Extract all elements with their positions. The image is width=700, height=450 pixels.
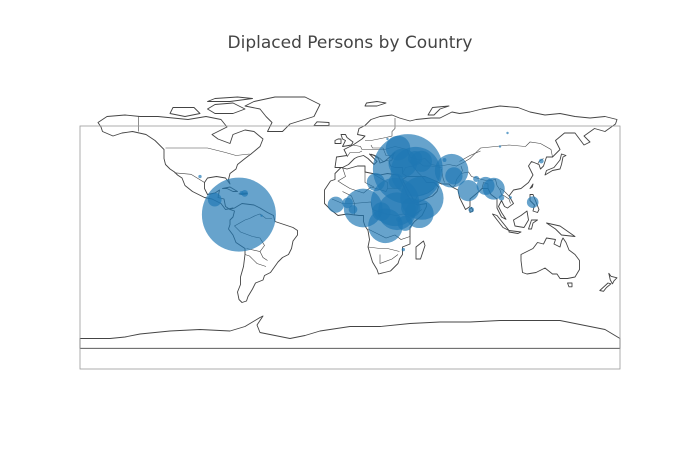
landmass-japan — [544, 153, 567, 176]
displacement-bubble[interactable] — [468, 206, 474, 213]
landmass-new-zealand-south — [599, 282, 612, 292]
displacement-bubble[interactable] — [457, 179, 479, 202]
displacement-bubble[interactable] — [401, 198, 421, 218]
displacement-bubble[interactable] — [538, 158, 544, 164]
landmass-tasmania — [567, 282, 573, 288]
displacement-bubble[interactable] — [445, 167, 463, 185]
displacement-bubble[interactable] — [407, 150, 423, 166]
displacement-bubble[interactable] — [201, 177, 276, 252]
country-border-line — [379, 254, 399, 264]
landmass-ireland — [334, 138, 342, 144]
country-border-line — [259, 251, 268, 261]
displacement-bubble[interactable] — [498, 195, 505, 201]
landmass-canadian-arctic-2 — [207, 102, 246, 114]
bubble-layer — [198, 131, 544, 252]
landmass-taiwan — [529, 183, 534, 189]
landmass-north-america — [97, 114, 264, 210]
displacement-bubble[interactable] — [498, 145, 502, 148]
displacement-bubble[interactable] — [509, 196, 512, 199]
landmass-canadian-arctic-3 — [207, 96, 253, 102]
displacement-bubble[interactable] — [327, 196, 344, 213]
country-border-line — [165, 147, 250, 156]
landmass-new-zealand-north — [608, 272, 618, 285]
landmass-borneo — [513, 210, 529, 228]
map-frame — [79, 125, 621, 370]
landmass-java — [508, 230, 522, 234]
country-border-line — [365, 118, 396, 141]
displacement-bubble[interactable] — [397, 215, 413, 231]
landmass-novaya-zemlya — [427, 105, 450, 116]
country-border-line — [367, 246, 400, 252]
displacement-bubble[interactable] — [348, 205, 358, 214]
displacement-bubble[interactable] — [473, 175, 480, 182]
map-title: Diplaced Persons by Country — [227, 33, 473, 53]
displacement-bubble[interactable] — [207, 192, 222, 207]
displacement-bubble[interactable] — [372, 202, 391, 221]
displacement-bubble[interactable] — [476, 176, 495, 195]
landmass-great-britain — [340, 134, 354, 147]
displacement-bubble[interactable] — [396, 217, 401, 222]
displacement-bubble[interactable] — [385, 135, 411, 161]
landmass-iceland — [313, 121, 330, 126]
displacement-bubble[interactable] — [366, 173, 385, 192]
displacement-bubble[interactable] — [442, 158, 447, 162]
country-border-line — [174, 172, 205, 183]
displacement-bubble[interactable] — [506, 131, 509, 135]
landmass-antarctica — [79, 315, 621, 349]
displacement-bubble[interactable] — [342, 197, 353, 209]
continents — [79, 96, 621, 349]
landmass-madagascar — [415, 240, 426, 260]
country-border-line — [346, 150, 363, 158]
landmass-svalbard — [364, 101, 387, 107]
landmass-sulawesi — [528, 219, 538, 230]
displacement-bubble[interactable] — [388, 173, 404, 189]
landmass-greenland — [244, 96, 321, 132]
displacement-bubble[interactable] — [526, 196, 539, 209]
displacement-bubble[interactable] — [386, 137, 389, 141]
displacement-bubble[interactable] — [260, 214, 263, 217]
displacement-bubble[interactable] — [198, 174, 202, 179]
landmass-canadian-arctic-1 — [169, 107, 201, 117]
displacement-bubble[interactable] — [239, 191, 244, 195]
landmass-new-guinea — [546, 222, 576, 237]
landmass-australia — [520, 237, 580, 279]
country-border-line — [244, 254, 267, 267]
displacement-bubble[interactable] — [401, 247, 405, 252]
